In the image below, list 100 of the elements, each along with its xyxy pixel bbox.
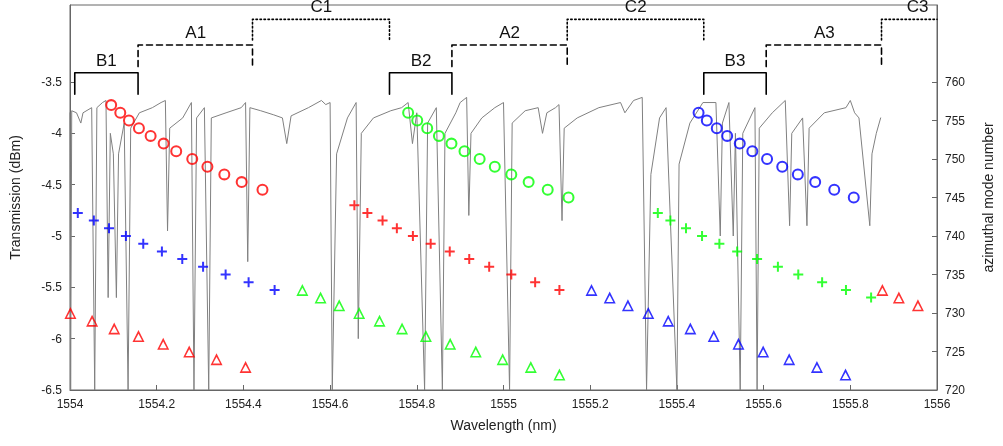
point <box>488 160 501 173</box>
point <box>496 353 509 366</box>
point <box>469 345 482 358</box>
annotation: B3 <box>724 50 746 70</box>
y2-axis-title: azimuthal mode number <box>980 122 996 273</box>
point <box>407 231 418 241</box>
point <box>157 337 170 350</box>
y2-tick-label: 750 <box>945 152 966 166</box>
x-tick-label: 1555 <box>490 397 518 411</box>
x-tick-label: 1555.4 <box>658 397 696 411</box>
point <box>64 307 77 319</box>
point <box>362 207 373 218</box>
point <box>444 246 455 257</box>
point <box>132 330 145 343</box>
point <box>761 153 774 165</box>
x-axis-title: Wavelength (nm) <box>450 417 557 433</box>
point <box>840 284 851 295</box>
point <box>296 283 309 296</box>
point <box>541 183 554 196</box>
point <box>170 145 183 158</box>
point <box>201 160 214 173</box>
point <box>732 337 745 350</box>
y-tick-label: -6 <box>51 331 63 346</box>
annotation: B2 <box>410 50 432 70</box>
y-tick-label: -5.5 <box>41 280 63 295</box>
point <box>353 307 366 319</box>
point <box>839 368 852 381</box>
point <box>506 269 517 280</box>
point <box>218 168 231 181</box>
point <box>757 345 770 358</box>
x-tick-label: 1556 <box>923 397 951 411</box>
point <box>562 191 575 204</box>
point <box>86 314 99 327</box>
point <box>88 215 99 226</box>
point <box>733 137 746 150</box>
point <box>665 215 676 226</box>
point <box>220 269 231 280</box>
y2-tick-label: 745 <box>945 190 966 205</box>
point <box>752 254 763 265</box>
point <box>314 291 327 304</box>
x-tick-label: 1554.8 <box>398 397 436 411</box>
point <box>710 122 723 135</box>
point <box>697 231 708 241</box>
point <box>662 314 675 327</box>
point <box>793 269 804 280</box>
point <box>425 238 436 249</box>
point <box>522 176 535 189</box>
point <box>186 153 199 165</box>
point <box>177 254 188 265</box>
x-tick-label: 1554.2 <box>138 397 176 411</box>
point <box>419 330 432 343</box>
point <box>681 223 691 234</box>
y2-tick-label: 755 <box>945 113 966 128</box>
point <box>104 223 115 234</box>
point <box>809 176 822 189</box>
x-tick-label: 1555.2 <box>571 397 609 411</box>
point <box>432 129 445 142</box>
point <box>554 284 565 295</box>
point <box>776 160 789 173</box>
point <box>349 200 360 211</box>
point <box>269 284 280 295</box>
point <box>553 368 566 381</box>
annotation: C1 <box>310 0 333 17</box>
point <box>732 246 743 257</box>
y2-tick-label: 760 <box>945 75 966 89</box>
point <box>530 277 541 288</box>
annotation: C2 <box>624 0 647 17</box>
point <box>810 360 823 373</box>
point <box>138 238 149 249</box>
point <box>373 314 386 327</box>
y-axis-title: Transmission (dBm) <box>7 135 23 260</box>
point <box>444 337 457 350</box>
point <box>243 277 254 288</box>
y-tick-label: -4 <box>51 126 63 141</box>
y2-tick-label: 735 <box>945 267 966 282</box>
point <box>721 129 734 142</box>
point <box>772 261 783 272</box>
point <box>505 168 518 181</box>
annotation: A2 <box>499 23 520 43</box>
line-series <box>69 96 882 391</box>
y2-tick-label: 740 <box>945 229 966 243</box>
point <box>411 114 424 127</box>
x-tick-label: 1554.4 <box>225 397 263 411</box>
point <box>72 207 83 218</box>
point <box>256 183 269 196</box>
point <box>157 137 170 150</box>
y2-tick-label: 725 <box>945 344 966 359</box>
point <box>183 345 196 358</box>
y2-tick-label: 720 <box>945 383 966 397</box>
point <box>377 215 388 226</box>
point <box>464 254 475 265</box>
point <box>156 246 167 257</box>
point <box>847 191 860 204</box>
point <box>911 299 924 312</box>
point <box>391 223 402 234</box>
point <box>144 129 157 142</box>
point <box>866 292 877 303</box>
point <box>700 114 713 127</box>
x-tick-label: 1555.6 <box>745 397 783 411</box>
annotation: C3 <box>906 0 929 17</box>
